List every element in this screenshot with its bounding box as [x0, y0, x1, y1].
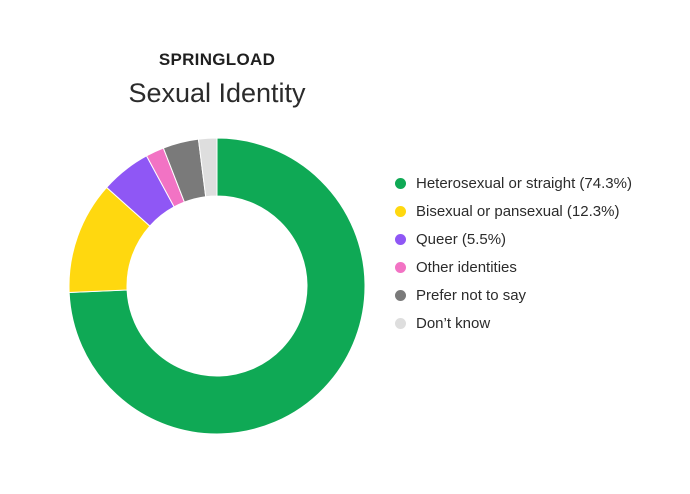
legend-item: Other identities	[395, 253, 632, 281]
legend-swatch	[395, 177, 406, 189]
legend-item: Bisexual or pansexual (12.3%)	[395, 197, 632, 225]
legend-label: Bisexual or pansexual (12.3%)	[416, 202, 620, 220]
legend-item: Heterosexual or straight (74.3%)	[395, 169, 632, 197]
legend-item: Don’t know	[395, 309, 632, 337]
chart-title: Sexual Identity	[128, 78, 306, 108]
legend-swatch	[395, 205, 406, 217]
legend-label: Queer (5.5%)	[416, 230, 507, 248]
chart-brand: SPRINGLOAD	[158, 50, 276, 69]
legend-swatch	[395, 317, 406, 329]
legend-label: Don’t know	[416, 314, 491, 332]
donut-slice-1	[68, 137, 366, 435]
legend-swatch	[395, 261, 406, 273]
legend-label: Other identities	[416, 258, 517, 276]
legend-label: Heterosexual or straight (74.3%)	[416, 174, 632, 192]
donut-slices	[68, 137, 366, 435]
legend-swatch	[395, 233, 406, 245]
legend-item: Prefer not to say	[395, 281, 632, 309]
donut-slice-6	[197, 137, 218, 198]
legend-label: Prefer not to say	[416, 286, 527, 304]
legend-swatch	[395, 289, 406, 301]
chart-legend: Heterosexual or straight (74.3%) Bisexual…	[395, 169, 632, 337]
legend-item: Queer (5.5%)	[395, 225, 632, 253]
